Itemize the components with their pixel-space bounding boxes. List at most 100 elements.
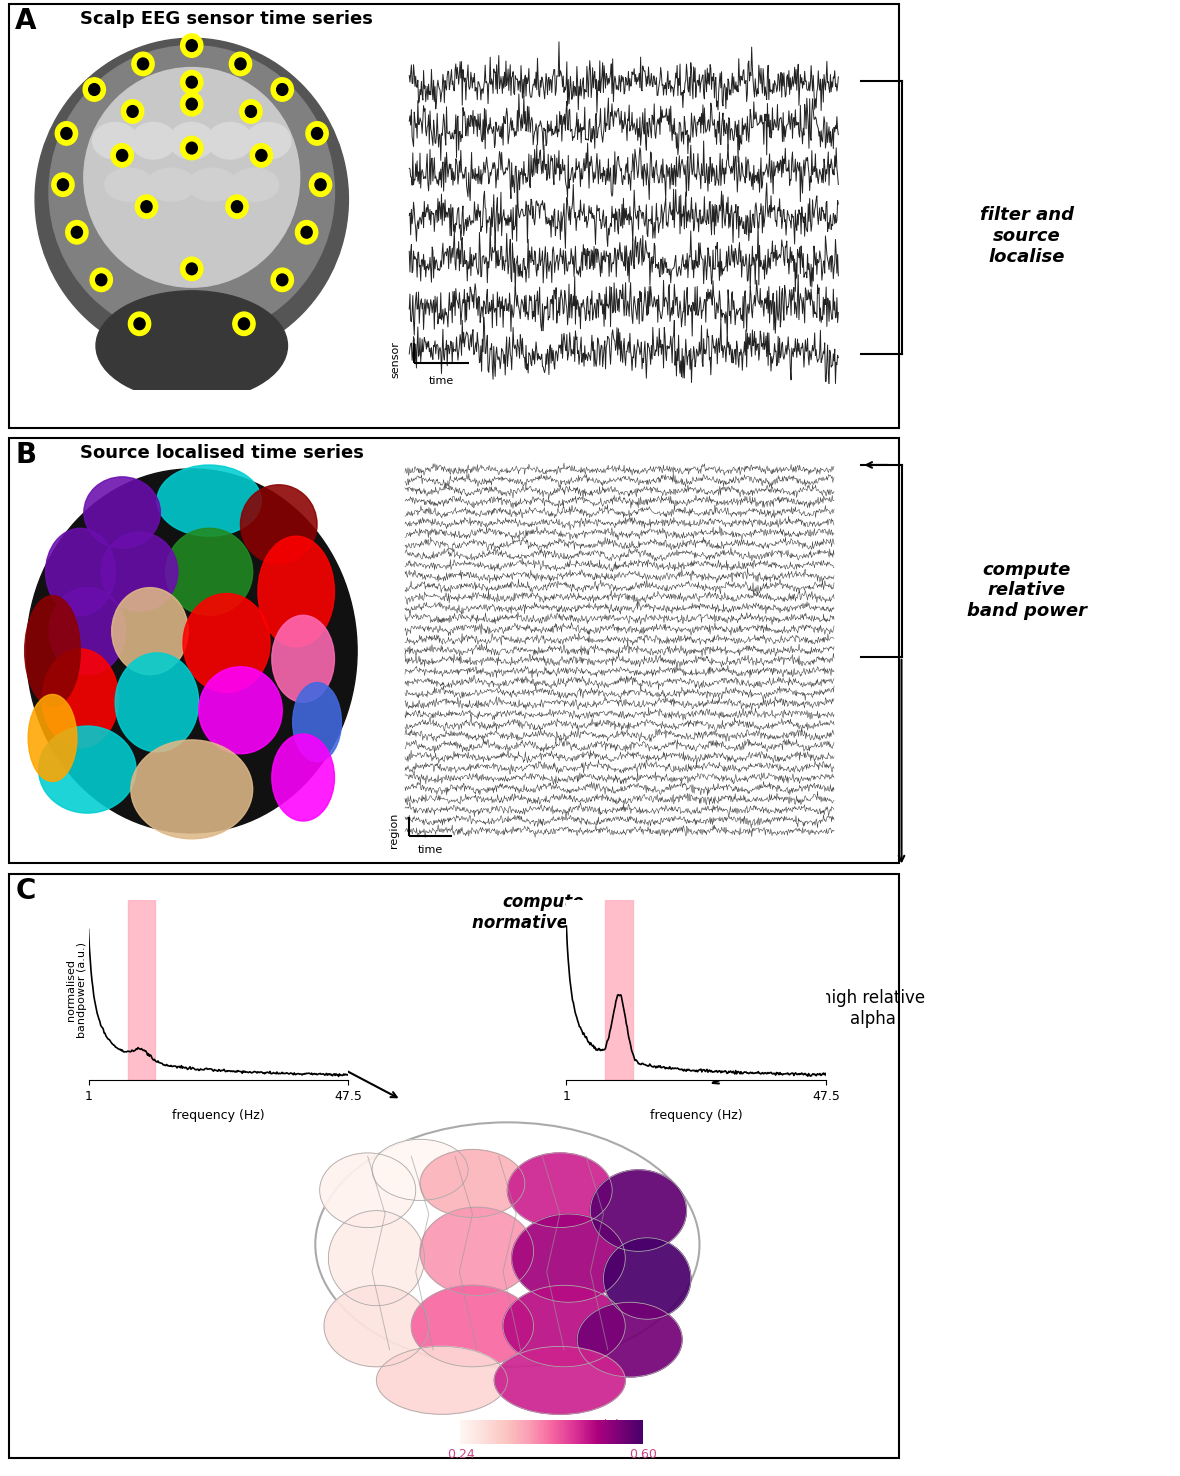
Circle shape bbox=[250, 143, 273, 167]
Ellipse shape bbox=[50, 46, 334, 338]
Ellipse shape bbox=[84, 477, 160, 548]
Circle shape bbox=[186, 263, 197, 275]
Text: region: region bbox=[388, 812, 399, 847]
Ellipse shape bbox=[241, 484, 317, 564]
Circle shape bbox=[90, 269, 112, 292]
Circle shape bbox=[238, 317, 249, 329]
Ellipse shape bbox=[146, 168, 195, 201]
Ellipse shape bbox=[494, 1346, 625, 1414]
Circle shape bbox=[96, 275, 107, 286]
X-axis label: frequency (Hz): frequency (Hz) bbox=[172, 1108, 264, 1122]
Circle shape bbox=[181, 136, 203, 159]
Ellipse shape bbox=[169, 123, 215, 159]
Ellipse shape bbox=[96, 291, 288, 400]
Ellipse shape bbox=[112, 587, 189, 675]
Text: C: C bbox=[15, 877, 35, 905]
Circle shape bbox=[301, 226, 313, 238]
Ellipse shape bbox=[25, 595, 80, 707]
Ellipse shape bbox=[328, 1210, 425, 1306]
Circle shape bbox=[240, 100, 262, 123]
Ellipse shape bbox=[116, 652, 198, 751]
Circle shape bbox=[245, 106, 256, 117]
Ellipse shape bbox=[507, 1153, 612, 1228]
Text: B: B bbox=[15, 441, 37, 469]
Bar bbox=[605, 900, 634, 1080]
Circle shape bbox=[136, 195, 158, 218]
Circle shape bbox=[225, 195, 248, 218]
Ellipse shape bbox=[198, 667, 282, 754]
Ellipse shape bbox=[271, 615, 334, 703]
Circle shape bbox=[306, 121, 328, 145]
Circle shape bbox=[140, 201, 152, 213]
Ellipse shape bbox=[577, 1302, 682, 1377]
Circle shape bbox=[295, 220, 317, 244]
Ellipse shape bbox=[293, 682, 341, 762]
Ellipse shape bbox=[50, 587, 125, 675]
Circle shape bbox=[137, 58, 149, 69]
Ellipse shape bbox=[208, 123, 253, 159]
Circle shape bbox=[117, 149, 127, 161]
Circle shape bbox=[315, 179, 326, 190]
Circle shape bbox=[181, 93, 203, 115]
Circle shape bbox=[186, 77, 197, 89]
Bar bbox=[9, 438, 899, 863]
Circle shape bbox=[58, 179, 68, 190]
Ellipse shape bbox=[42, 649, 119, 748]
Circle shape bbox=[186, 40, 197, 52]
Ellipse shape bbox=[372, 1139, 468, 1200]
Circle shape bbox=[186, 142, 197, 154]
Circle shape bbox=[271, 269, 294, 292]
Ellipse shape bbox=[84, 68, 300, 288]
Ellipse shape bbox=[412, 1286, 533, 1367]
Ellipse shape bbox=[503, 1286, 625, 1367]
Bar bbox=[9, 4, 899, 428]
Ellipse shape bbox=[105, 168, 153, 201]
Circle shape bbox=[66, 220, 88, 244]
Ellipse shape bbox=[320, 1153, 415, 1228]
Circle shape bbox=[186, 99, 197, 111]
Circle shape bbox=[52, 173, 74, 196]
Circle shape bbox=[181, 34, 203, 58]
Ellipse shape bbox=[183, 593, 270, 692]
Text: A: A bbox=[15, 7, 37, 35]
Ellipse shape bbox=[245, 123, 291, 159]
Ellipse shape bbox=[101, 533, 178, 611]
Circle shape bbox=[271, 78, 294, 102]
Circle shape bbox=[61, 127, 72, 139]
Text: Source localised time series: Source localised time series bbox=[80, 444, 365, 462]
Y-axis label: normalised
bandpower (a.u.): normalised bandpower (a.u.) bbox=[66, 942, 87, 1039]
Ellipse shape bbox=[189, 168, 237, 201]
Ellipse shape bbox=[26, 469, 358, 832]
Text: Scalp EEG sensor time series: Scalp EEG sensor time series bbox=[80, 10, 373, 28]
Text: low relative
alpha: low relative alpha bbox=[182, 989, 278, 1027]
Ellipse shape bbox=[230, 168, 278, 201]
Ellipse shape bbox=[39, 726, 136, 813]
X-axis label: frequency (Hz): frequency (Hz) bbox=[650, 1108, 742, 1122]
Text: filter and
source
localise: filter and source localise bbox=[979, 207, 1074, 266]
Text: compute
relative
band power: compute relative band power bbox=[966, 561, 1087, 620]
Circle shape bbox=[276, 84, 288, 96]
Circle shape bbox=[231, 201, 243, 213]
Circle shape bbox=[256, 149, 267, 161]
Ellipse shape bbox=[35, 38, 348, 360]
Ellipse shape bbox=[92, 123, 138, 159]
Circle shape bbox=[127, 106, 138, 117]
Circle shape bbox=[122, 100, 144, 123]
Ellipse shape bbox=[590, 1170, 687, 1252]
Circle shape bbox=[88, 84, 100, 96]
Ellipse shape bbox=[376, 1346, 507, 1414]
Ellipse shape bbox=[315, 1122, 700, 1367]
Ellipse shape bbox=[420, 1150, 525, 1218]
Circle shape bbox=[132, 52, 155, 75]
Circle shape bbox=[71, 226, 83, 238]
Text: compute
normative map: compute normative map bbox=[472, 893, 614, 931]
Circle shape bbox=[181, 71, 203, 94]
Text: time: time bbox=[428, 376, 454, 387]
Ellipse shape bbox=[46, 528, 116, 615]
Ellipse shape bbox=[165, 528, 253, 615]
Circle shape bbox=[276, 275, 288, 286]
Ellipse shape bbox=[131, 739, 253, 838]
Circle shape bbox=[229, 52, 251, 75]
Ellipse shape bbox=[512, 1213, 625, 1302]
Text: high relative
alpha: high relative alpha bbox=[821, 989, 925, 1027]
